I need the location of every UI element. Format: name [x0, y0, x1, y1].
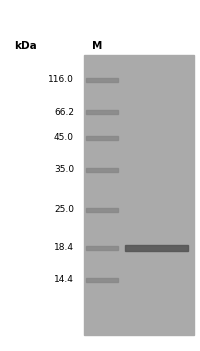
Text: 25.0: 25.0: [54, 205, 74, 214]
Bar: [86, 136, 118, 140]
Text: 14.4: 14.4: [54, 276, 74, 285]
Bar: [86, 78, 118, 82]
Text: 66.2: 66.2: [54, 107, 74, 117]
Text: 35.0: 35.0: [54, 166, 74, 174]
Text: 18.4: 18.4: [54, 244, 74, 252]
Bar: [125, 245, 188, 251]
Text: 45.0: 45.0: [54, 133, 74, 143]
Bar: [86, 168, 118, 172]
Bar: [86, 208, 118, 212]
Text: kDa: kDa: [14, 41, 37, 51]
Bar: [86, 246, 118, 250]
Bar: [86, 278, 118, 282]
Bar: [86, 110, 118, 114]
Text: M: M: [92, 41, 102, 51]
Bar: [84, 55, 194, 335]
Text: 116.0: 116.0: [48, 75, 74, 85]
